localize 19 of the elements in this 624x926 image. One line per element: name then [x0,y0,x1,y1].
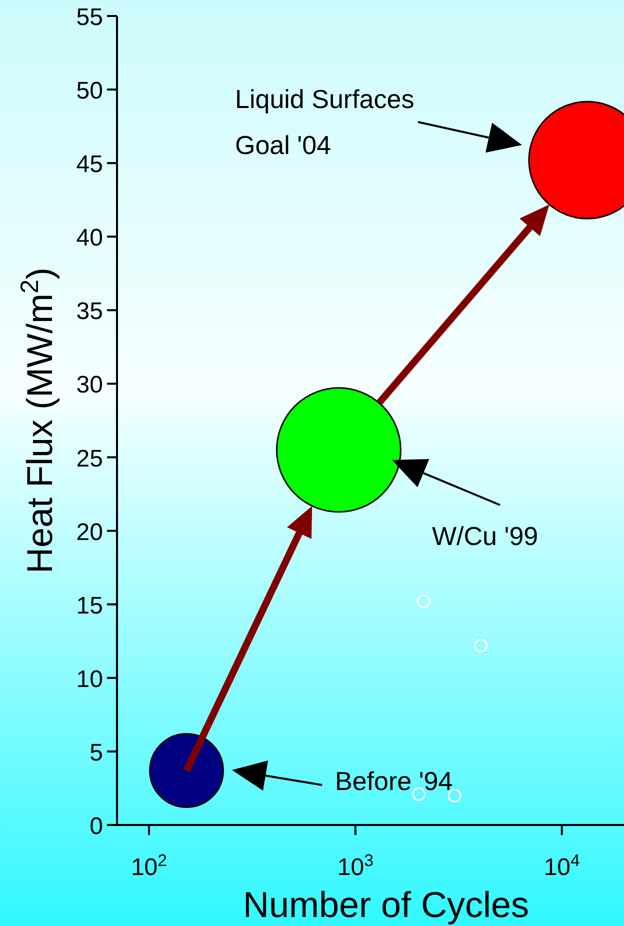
y-tick-label: 35 [76,298,103,326]
x-tick-label: 10$^{4}$ [544,850,580,881]
x-tick-label: 10$^{3}$ [337,850,374,881]
y-tick-label: 5 [90,739,103,766]
x-axis-title: Number of Cycles [242,884,530,925]
y-tick-label: 55 [76,4,103,31]
y-tick-label: 40 [76,224,103,252]
y-tick-label: 15 [76,592,103,620]
annotation: Before '94 [335,766,453,796]
annotation: Liquid Surfaces Goal '04 [235,84,414,160]
y-tick-label: 30 [76,372,103,399]
annotation: W/Cu '99 [432,521,538,551]
y-tick-label: 25 [76,445,103,472]
y-tick-label: 0 [90,813,103,840]
y-tick-label: 20 [76,518,103,546]
y-tick-label: 10 [76,666,103,693]
y-tick-label: 45 [76,151,103,178]
x-tick-label: 10$^{2}$ [130,850,167,881]
y-tick-label: 50 [76,78,103,105]
